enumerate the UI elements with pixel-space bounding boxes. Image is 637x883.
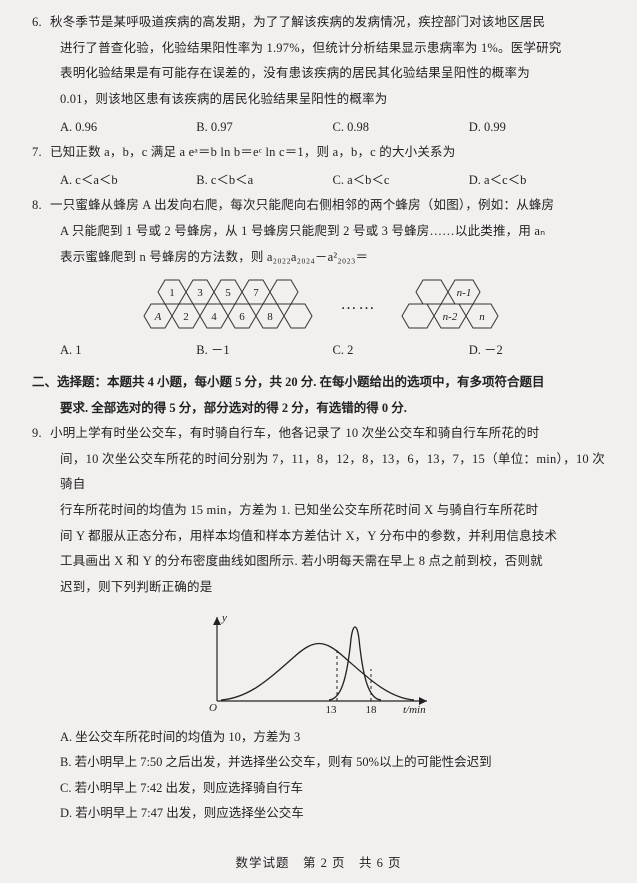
q6-num: 6. — [32, 10, 50, 36]
honeycomb-figure: 1 3 5 7 A 2 4 6 8 …… n-1 n-2 n — [32, 276, 605, 334]
question-9: 9.小明上学有时坐公交车，有时骑自行车，他各记录了 10 次坐公交车和骑自行车所… — [32, 421, 605, 447]
q6-l0: 秋冬季节是某呼吸道疾病的高发期，为了了解该疾病的发病情况，疾控部门对该地区居民 — [50, 15, 545, 29]
svg-text:y: y — [221, 612, 227, 624]
question-7: 7.已知正数 a，b，c 满足 a eᵃ＝b ln b＝eᶜ ln c＝1，则 … — [32, 140, 605, 166]
page-footer: 数学试题 第 2 页 共 6 页 — [0, 851, 637, 877]
q9-l2: 行车所花时间的均值为 15 min，方差为 1. 已知坐公交车所花时间 X 与骑… — [32, 498, 605, 524]
q9-l0: 小明上学有时坐公交车，有时骑自行车，他各记录了 10 次坐公交车和骑自行车所花的… — [50, 426, 539, 440]
density-curve-svg: O y 13 18 t/min — [189, 609, 449, 719]
section-2-header: 二、选择题：本题共 4 小题，每小题 5 分，共 20 分. 在每小题给出的选项… — [32, 370, 605, 421]
q9-l3: 间 Y 都服从正态分布，用样本均值和样本方差估计 X，Y 分布中的参数，并利用信… — [32, 524, 605, 550]
q8-opt-c: C. 2 — [333, 338, 469, 364]
q6-l3: 0.01，则该地区患有该疾病的居民化验结果呈阳性的概率为 — [32, 87, 605, 113]
q7-options: A. c＜a＜b B. c＜b＜a C. a＜b＜c D. a＜c＜b — [32, 168, 605, 194]
svg-text:7: 7 — [253, 287, 259, 299]
q9-l5: 迟到，则下列判断正确的是 — [32, 575, 605, 601]
svg-text:n: n — [479, 311, 485, 323]
q7-opt-b: B. c＜b＜a — [196, 168, 332, 194]
q8-opt-a: A. 1 — [60, 338, 196, 364]
q7-opt-c: C. a＜b＜c — [333, 168, 469, 194]
q6-opt-c: C. 0.98 — [333, 115, 469, 141]
svg-text:13: 13 — [325, 704, 337, 716]
q8-l1: A 只能爬到 1 号或 2 号蜂房，从 1 号蜂房只能爬到 2 号或 3 号蜂房… — [32, 219, 605, 245]
q7-line: 已知正数 a，b，c 满足 a eᵃ＝b ln b＝eᶜ ln c＝1，则 a，… — [50, 145, 455, 159]
svg-text:2: 2 — [183, 311, 189, 323]
q7-num: 7. — [32, 140, 50, 166]
q9-ans-c: C. 若小明早上 7:42 出发，则应选择骑自行车 — [60, 776, 605, 802]
q9-ans-d: D. 若小明早上 7:47 出发，则应选择坐公交车 — [60, 801, 605, 827]
svg-text:n-1: n-1 — [456, 287, 471, 299]
honeycomb-right: n-1 n-2 n — [393, 276, 503, 334]
q6-opt-a: A. 0.96 — [60, 115, 196, 141]
sec2-l2: 要求. 全部选对的得 5 分，部分选对的得 2 分，有选错的得 0 分. — [32, 396, 605, 422]
q9-answers: A. 坐公交车所花时间的均值为 10，方差为 3 B. 若小明早上 7:50 之… — [32, 725, 605, 828]
q7-opt-a: A. c＜a＜b — [60, 168, 196, 194]
q8-opt-b: B. －1 — [196, 338, 332, 364]
q7-opt-d: D. a＜c＜b — [469, 168, 605, 194]
svg-text:4: 4 — [211, 311, 217, 323]
q6-l2: 表明化验结果是有可能存在误差的，没有患该疾病的居民其化验结果呈阳性的概率为 — [32, 61, 605, 87]
q9-num: 9. — [32, 421, 50, 447]
ellipsis-icon: …… — [341, 289, 377, 322]
svg-text:3: 3 — [197, 287, 203, 299]
svg-text:1: 1 — [169, 287, 175, 299]
svg-text:5: 5 — [225, 287, 231, 299]
question-8: 8.一只蜜蜂从蜂房 A 出发向右爬，每次只能爬向右侧相邻的两个蜂房（如图），例如… — [32, 193, 605, 219]
q6-opt-b: B. 0.97 — [196, 115, 332, 141]
q8-num: 8. — [32, 193, 50, 219]
q9-l4: 工具画出 X 和 Y 的分布密度曲线如图所示. 若小明每天需在早上 8 点之前到… — [32, 549, 605, 575]
sec2-l1: 二、选择题：本题共 4 小题，每小题 5 分，共 20 分. 在每小题给出的选项… — [32, 370, 605, 396]
q9-ans-b: B. 若小明早上 7:50 之后出发，并选择坐公交车，则有 50%以上的可能性会… — [60, 750, 605, 776]
svg-text:6: 6 — [239, 311, 245, 323]
svg-text:t/min: t/min — [403, 704, 426, 716]
svg-text:8: 8 — [267, 311, 273, 323]
q6-opt-d: D. 0.99 — [469, 115, 605, 141]
svg-text:A: A — [153, 311, 161, 323]
q8-l0: 一只蜜蜂从蜂房 A 出发向右爬，每次只能爬向右侧相邻的两个蜂房（如图），例如：从… — [50, 198, 554, 212]
q6-l1: 进行了普查化验，化验结果阳性率为 1.97%，但统计分析结果显示患病率为 1%。… — [32, 36, 605, 62]
q9-l1: 间，10 次坐公交车所花的时间分别为 7，11，8，12，8，13，6，13，7… — [32, 447, 605, 498]
normal-curve-figure: O y 13 18 t/min — [32, 609, 605, 719]
q8-l2: 表示蜜蜂爬到 n 号蜂房的方法数，则 a₂₀₂₂a₂₀₂₄－a²₂₀₂₃＝ — [32, 245, 605, 271]
svg-text:18: 18 — [365, 704, 377, 716]
svg-text:O: O — [209, 702, 217, 714]
question-6: 6.秋冬季节是某呼吸道疾病的高发期，为了了解该疾病的发病情况，疾控部门对该地区居… — [32, 10, 605, 36]
q8-options: A. 1 B. －1 C. 2 D. －2 — [32, 338, 605, 364]
svg-text:n-2: n-2 — [442, 311, 457, 323]
honeycomb-left: 1 3 5 7 A 2 4 6 8 — [135, 276, 325, 334]
q8-opt-d: D. －2 — [469, 338, 605, 364]
q6-options: A. 0.96 B. 0.97 C. 0.98 D. 0.99 — [32, 115, 605, 141]
q9-ans-a: A. 坐公交车所花时间的均值为 10，方差为 3 — [60, 725, 605, 751]
